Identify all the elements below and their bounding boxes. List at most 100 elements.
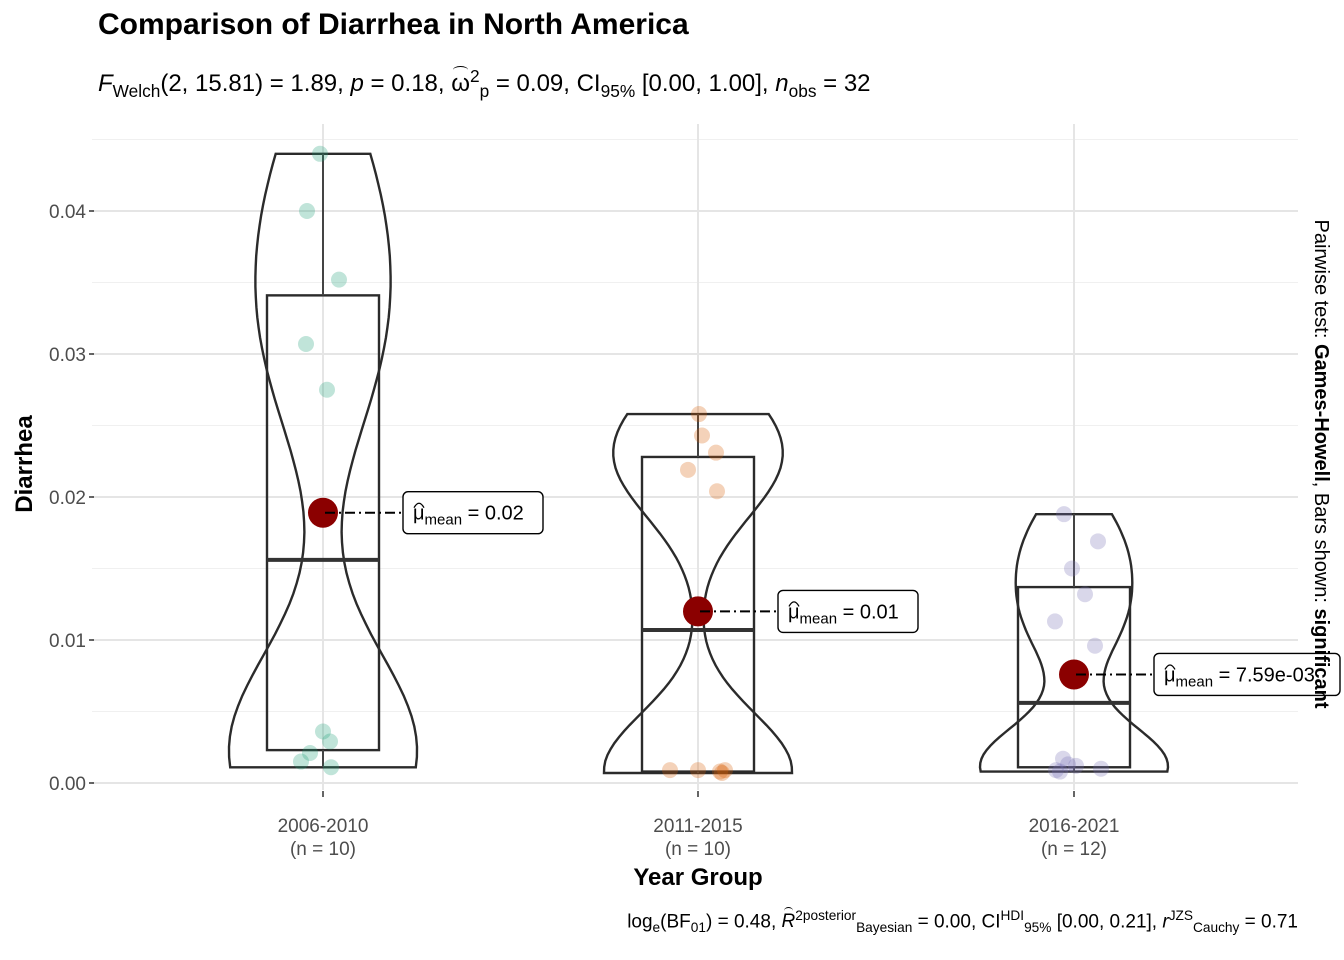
data-point	[315, 723, 331, 740]
hat-icon	[413, 502, 425, 509]
mean-label-symbol: μ	[788, 601, 800, 623]
data-point	[331, 271, 347, 288]
hat-icon	[788, 601, 800, 607]
violin-outline	[602, 412, 794, 775]
bayes-caption: loge(BF01) = 0.48, R2posteriorBayesian =…	[627, 907, 1298, 936]
data-point	[1052, 763, 1068, 780]
y-tick-label: 0.02	[49, 488, 86, 509]
data-point	[680, 461, 696, 478]
log-text: log	[627, 911, 653, 933]
r-superscript: 2	[795, 908, 803, 923]
y-tick-label: 0.00	[49, 774, 86, 795]
y-tick-label: 0.03	[49, 345, 86, 366]
p-symbol: p	[350, 70, 364, 97]
group-2006-2010: μmean = 0.02 2006-2010(n = 10)	[227, 145, 544, 860]
data-point	[1060, 756, 1076, 773]
y-tick-label: 0.04	[49, 202, 86, 223]
x-tick-n-label: (n = 12)	[1041, 839, 1107, 860]
ci-value: [0.00, 1.00],	[635, 70, 776, 97]
data-point	[312, 145, 328, 162]
pairwise-test-note: Pairwise test: Games-Howell, Bars shown:…	[1310, 219, 1332, 708]
violin-outline	[978, 513, 1170, 773]
data-point	[717, 762, 733, 779]
data-point	[714, 764, 730, 781]
mean-label: μmean = 0.02	[413, 503, 524, 529]
data-point	[1087, 637, 1103, 654]
x-tick-label: 2006-2010	[278, 816, 369, 837]
x-tick-label: 2011-2015	[653, 816, 742, 837]
p-value: = 0.18,	[363, 70, 452, 97]
rc-value: = 0.71	[1239, 911, 1298, 933]
rc-symbol: r	[1162, 911, 1169, 933]
r-symbol: R	[781, 907, 796, 933]
mean-label-value: = 0.02	[462, 503, 524, 525]
omega-symbol: ω	[451, 66, 470, 97]
f-args: (2, 15.81) = 1.89,	[160, 70, 351, 97]
pairwise-test-name: Games-Howell	[1310, 344, 1332, 482]
omega-superscript: 2	[469, 66, 480, 86]
x-tick-label: 2016-2021	[1029, 816, 1120, 837]
mean-label-subscript: mean	[800, 610, 838, 627]
mean-label-box	[402, 491, 544, 535]
pairwise-shown: significant	[1310, 609, 1332, 709]
y-tick-labels: 0.00 0.01 0.02 0.03 0.04	[49, 202, 94, 795]
n-subscript: obs	[788, 80, 817, 101]
ci-superscript: HDI	[1000, 908, 1025, 923]
r-subscript: Bayesian	[856, 920, 913, 936]
r-value: = 0.00, CI	[912, 911, 1001, 933]
mean-label-value: = 0.01	[837, 601, 899, 623]
rc-superscript: JZS	[1168, 908, 1193, 923]
data-point	[662, 762, 678, 779]
data-point	[293, 753, 309, 770]
mean-label: μmean = 0.01	[788, 601, 899, 627]
data-point	[694, 427, 710, 444]
data-point	[322, 733, 338, 750]
mean-label-symbol: μ	[413, 503, 425, 525]
data-point	[709, 483, 725, 500]
y-tick-label: 0.01	[49, 631, 86, 652]
data-point	[302, 744, 318, 761]
x-tick-n-label: (n = 10)	[290, 839, 356, 860]
ci-subscript: 95%	[1024, 920, 1052, 936]
mean-label-subscript: mean	[425, 512, 463, 529]
data-point	[1093, 760, 1109, 777]
data-point	[712, 763, 728, 780]
mean-point	[1059, 659, 1089, 690]
data-point	[323, 759, 339, 776]
data-point	[691, 406, 707, 423]
mean-label-subscript: mean	[1176, 673, 1214, 690]
ci-value: [0.00, 0.21],	[1051, 911, 1163, 933]
log-subscript: e	[652, 920, 661, 936]
omega-subscript: p	[479, 80, 490, 101]
data-point	[1048, 762, 1064, 779]
data-point	[1056, 506, 1072, 523]
n-symbol: n	[775, 70, 789, 97]
y-axis-title: Diarrhea	[11, 415, 38, 513]
x-axis-title: Year Group	[633, 864, 762, 891]
x-tick-n-label: (n = 10)	[665, 839, 731, 860]
data-point	[1068, 757, 1084, 774]
r-superscript-text: posterior	[802, 908, 857, 923]
mean-label-box	[777, 589, 919, 634]
data-point	[708, 444, 724, 461]
group-2011-2015: μmean = 0.01 2011-2015(n = 10)	[602, 406, 919, 860]
hat-icon	[1164, 664, 1176, 670]
data-point	[690, 762, 706, 779]
chart-subtitle: FWelch(2, 15.81) = 1.89, p = 0.18, ω2p =…	[98, 66, 871, 102]
data-point	[1064, 560, 1080, 577]
group-2016-2021: μmean = 7.59e-03 2016-2021(n = 12)	[978, 506, 1341, 860]
chart-title: Comparison of Diarrhea in North America	[98, 8, 689, 41]
data-point	[298, 335, 314, 352]
data-point	[1047, 613, 1063, 630]
pairwise-prefix: Pairwise test:	[1310, 219, 1332, 343]
ci-subscript: 95%	[600, 80, 636, 101]
data-point	[1077, 586, 1093, 603]
mean-label: μmean = 7.59e-03	[1164, 664, 1315, 690]
bf-text: (BF	[660, 911, 691, 933]
data-point	[1055, 750, 1071, 767]
f-symbol: F	[98, 70, 113, 97]
n-value: = 32	[816, 70, 871, 97]
pairwise-middle: , Bars shown:	[1310, 482, 1332, 609]
mean-label-box	[1153, 652, 1341, 697]
